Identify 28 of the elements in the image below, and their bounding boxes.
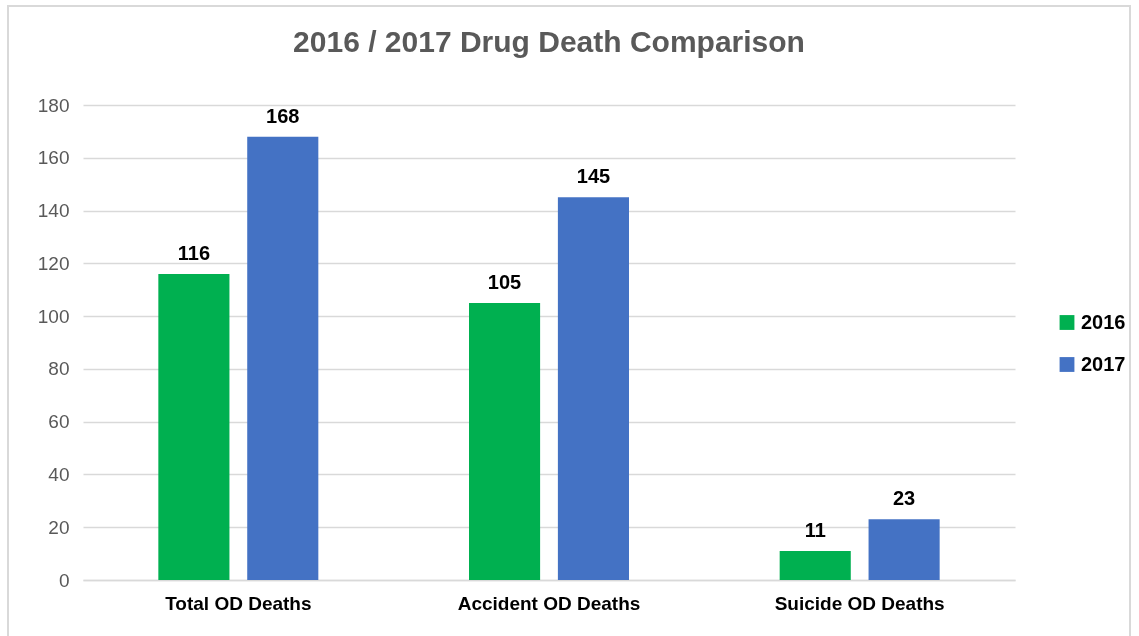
y-tick-label: 140 <box>37 200 70 222</box>
bar <box>469 302 541 580</box>
data-label: 23 <box>892 487 916 510</box>
legend-label: 2017 <box>1081 352 1126 375</box>
y-tick-label: 180 <box>37 94 70 116</box>
x-tick-label: Total OD Deaths <box>165 592 312 614</box>
data-label: 105 <box>487 270 522 293</box>
bar <box>868 519 940 580</box>
y-tick-label: 100 <box>37 305 70 327</box>
data-label: 11 <box>804 518 826 541</box>
y-tick-label: 80 <box>48 358 70 380</box>
bar <box>247 136 319 580</box>
bar <box>158 273 230 580</box>
data-label: 168 <box>266 104 300 127</box>
y-tick-label: 40 <box>48 463 70 485</box>
y-tick-label: 160 <box>37 147 70 169</box>
y-tick-label: 60 <box>48 411 70 433</box>
bar <box>557 197 629 580</box>
data-label: 145 <box>576 165 611 188</box>
y-tick-label: 120 <box>37 252 70 274</box>
x-tick-label: Suicide OD Deaths <box>774 592 945 614</box>
y-tick-label: 0 <box>58 569 70 591</box>
legend-label: 2016 <box>1081 310 1126 333</box>
chart-title: 2016 / 2017 Drug Death Comparison <box>293 25 805 58</box>
bar <box>779 550 851 580</box>
y-tick-label: 20 <box>48 516 70 538</box>
data-label: 116 <box>177 241 211 264</box>
x-tick-label: Accident OD Deaths <box>457 592 641 614</box>
